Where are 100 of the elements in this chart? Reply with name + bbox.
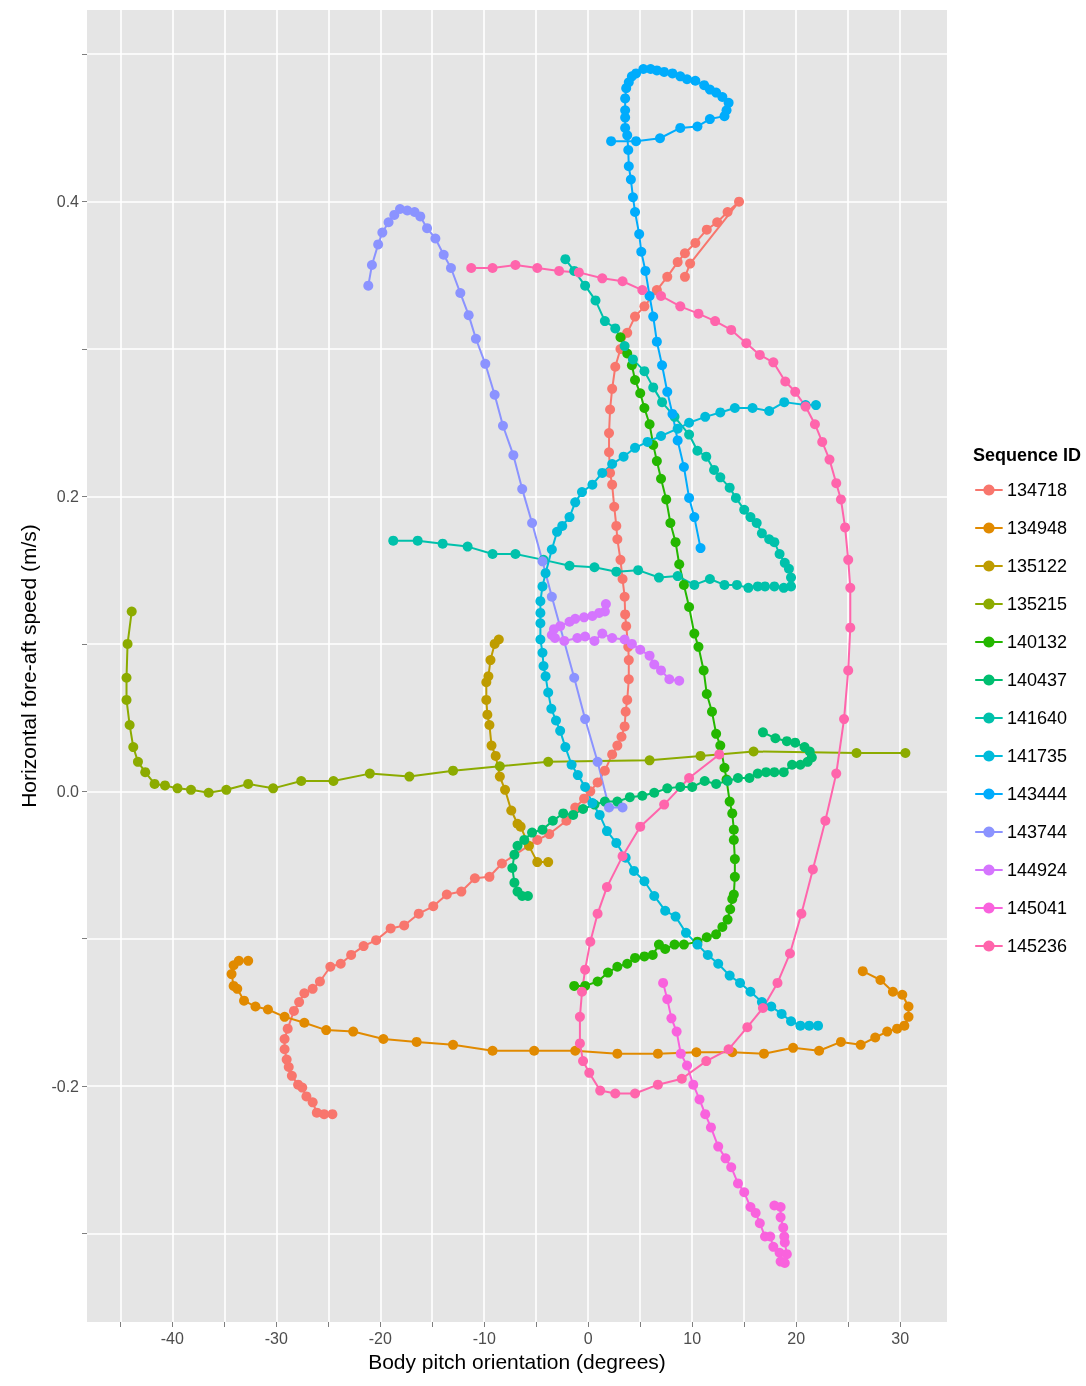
point [730,492,741,503]
point [770,733,781,744]
point [243,955,254,966]
point [497,420,508,431]
point [621,83,632,94]
point [769,537,780,548]
point [875,975,886,985]
point [725,904,736,915]
point [781,736,792,747]
point [701,1056,712,1067]
point [691,1047,702,1058]
point [780,376,791,387]
point [666,1013,677,1024]
point [727,808,738,819]
point [490,750,501,761]
point [296,775,307,786]
point [239,995,250,1006]
point [485,655,496,666]
point [226,969,237,980]
point [684,773,695,784]
point [897,989,908,1000]
point [732,773,743,784]
point [657,360,668,371]
point [695,750,706,761]
point [569,672,580,683]
point [592,908,603,919]
point [601,882,612,893]
point [790,737,801,748]
point [752,768,763,779]
point [713,1141,724,1152]
point [711,929,722,940]
point [857,966,868,977]
point [675,122,686,133]
point [831,768,842,779]
point [637,790,648,801]
point [903,1001,914,1012]
point [481,694,492,705]
point [262,1004,273,1015]
point [299,1017,310,1028]
point [814,1045,825,1056]
point [653,939,664,950]
point [787,759,798,770]
point [630,1088,641,1099]
legend-label: 141735 [1006,746,1068,766]
point [676,1073,687,1084]
point [719,579,730,590]
point [855,1039,866,1050]
point [232,983,243,994]
point [678,461,689,472]
x-tick-label: -30 [264,1329,288,1347]
point [757,1003,768,1013]
point [627,192,638,203]
point [705,1122,716,1133]
legend-label: 143444 [1006,784,1068,804]
legend-label: 145041 [1006,898,1068,918]
point [724,796,735,807]
point [714,749,725,760]
point [554,265,565,276]
point [786,572,797,583]
point [584,1067,595,1078]
point [739,504,750,515]
point [572,632,583,643]
point [715,740,726,751]
point [701,932,712,943]
point [675,781,686,792]
point [711,728,722,739]
point [510,260,521,271]
point [750,1207,761,1218]
point [640,265,651,276]
point [558,808,569,819]
x-tick-label: 10 [683,1329,702,1347]
point [678,939,689,950]
point [744,773,755,784]
point [620,112,631,123]
point [728,824,739,835]
point [635,388,646,399]
point [784,948,795,959]
point [648,382,659,393]
point [160,780,170,791]
legend-label: 134948 [1006,518,1068,538]
point [870,1032,881,1043]
point [543,756,554,767]
point [404,771,415,782]
x-tick-label: -40 [160,1329,184,1347]
point [619,341,630,352]
x-tick-label: -10 [472,1329,496,1347]
point [631,136,642,147]
point [606,136,617,147]
point [577,986,587,997]
point [519,834,530,845]
point [652,1048,663,1059]
point [758,1048,769,1059]
legend-label: 140132 [1006,632,1068,652]
point [617,802,628,813]
point [699,775,710,786]
point [445,262,456,273]
point [790,386,801,397]
point [657,397,668,408]
point [769,1200,780,1211]
point [149,778,160,789]
